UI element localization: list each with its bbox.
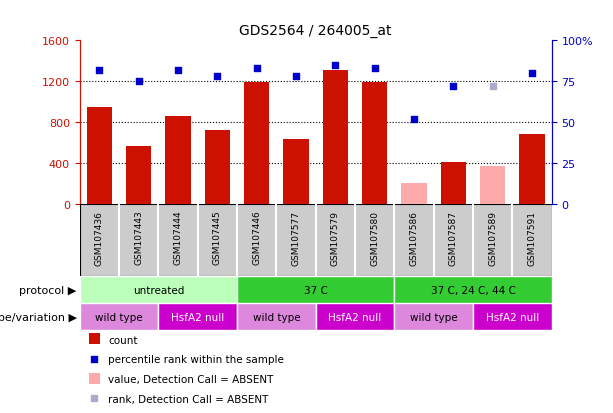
Text: wild type: wild type bbox=[253, 312, 300, 322]
Point bbox=[173, 67, 183, 74]
Text: protocol ▶: protocol ▶ bbox=[20, 285, 77, 295]
Bar bbox=[244, 83, 270, 204]
Bar bbox=[205, 131, 230, 204]
Text: HsfA2 null: HsfA2 null bbox=[171, 312, 224, 322]
Bar bbox=[441, 162, 466, 204]
Bar bbox=[89, 334, 99, 344]
Text: GSM107577: GSM107577 bbox=[292, 210, 300, 265]
Text: wild type: wild type bbox=[95, 312, 143, 322]
Bar bbox=[473, 304, 552, 330]
Bar bbox=[519, 135, 545, 204]
Point bbox=[330, 62, 340, 69]
Bar bbox=[89, 373, 99, 384]
Text: GSM107443: GSM107443 bbox=[134, 210, 143, 265]
Point bbox=[488, 84, 498, 90]
Text: GSM107589: GSM107589 bbox=[488, 210, 497, 265]
Bar bbox=[158, 304, 237, 330]
Text: GSM107445: GSM107445 bbox=[213, 210, 222, 265]
Point bbox=[370, 66, 379, 72]
Text: GSM107444: GSM107444 bbox=[173, 210, 183, 265]
Text: GSM107446: GSM107446 bbox=[252, 210, 261, 265]
Text: GSM107580: GSM107580 bbox=[370, 210, 379, 265]
Point bbox=[449, 84, 459, 90]
Bar bbox=[166, 117, 191, 204]
Text: percentile rank within the sample: percentile rank within the sample bbox=[108, 354, 284, 364]
Text: GSM107587: GSM107587 bbox=[449, 210, 458, 265]
Point bbox=[291, 74, 301, 81]
Bar bbox=[394, 277, 552, 304]
Bar bbox=[316, 304, 394, 330]
Bar bbox=[322, 71, 348, 204]
Text: untreated: untreated bbox=[132, 285, 184, 295]
Text: count: count bbox=[108, 335, 137, 345]
Point bbox=[213, 74, 223, 81]
Point bbox=[89, 394, 99, 401]
Bar bbox=[237, 304, 316, 330]
Point bbox=[94, 67, 104, 74]
Point bbox=[252, 66, 262, 72]
Text: GSM107579: GSM107579 bbox=[331, 210, 340, 265]
Text: 37 C, 24 C, 44 C: 37 C, 24 C, 44 C bbox=[430, 285, 516, 295]
Bar bbox=[237, 277, 394, 304]
Bar bbox=[362, 83, 387, 204]
Point bbox=[409, 116, 419, 123]
Point bbox=[89, 355, 99, 362]
Bar bbox=[402, 184, 427, 204]
Text: HsfA2 null: HsfA2 null bbox=[329, 312, 382, 322]
Text: wild type: wild type bbox=[410, 312, 457, 322]
Text: rank, Detection Call = ABSENT: rank, Detection Call = ABSENT bbox=[108, 394, 268, 404]
Text: HsfA2 null: HsfA2 null bbox=[485, 312, 539, 322]
Bar bbox=[283, 139, 309, 204]
Text: GSM107591: GSM107591 bbox=[528, 210, 536, 265]
Bar bbox=[126, 146, 151, 204]
Bar bbox=[480, 167, 506, 204]
Text: GSM107436: GSM107436 bbox=[95, 210, 104, 265]
Text: genotype/variation ▶: genotype/variation ▶ bbox=[0, 312, 77, 322]
Bar bbox=[80, 304, 158, 330]
Text: 37 C: 37 C bbox=[304, 285, 327, 295]
Title: GDS2564 / 264005_at: GDS2564 / 264005_at bbox=[240, 24, 392, 38]
Bar bbox=[86, 107, 112, 204]
Text: value, Detection Call = ABSENT: value, Detection Call = ABSENT bbox=[108, 374, 273, 384]
Text: GSM107586: GSM107586 bbox=[409, 210, 419, 265]
Bar bbox=[80, 277, 237, 304]
Bar bbox=[394, 304, 473, 330]
Point bbox=[527, 71, 537, 77]
Point bbox=[134, 79, 143, 85]
